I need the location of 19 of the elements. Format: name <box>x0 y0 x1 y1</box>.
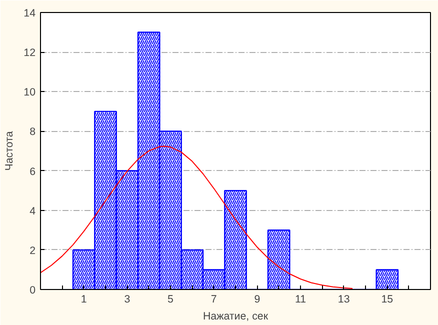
y-tick-label: 14 <box>24 8 36 20</box>
y-tick-label: 12 <box>24 47 36 60</box>
y-tick-label: 10 <box>24 86 36 99</box>
x-axis-title: Нажатие, сек <box>202 310 268 322</box>
y-tick-label: 6 <box>30 166 36 178</box>
x-tick-label: 1 <box>80 294 87 306</box>
y-tick-label: 4 <box>30 205 36 218</box>
x-tick-label: 3 <box>124 294 130 306</box>
x-tick-label: 5 <box>168 294 174 306</box>
x-tick-label: 7 <box>210 294 217 306</box>
x-tick-label: 11 <box>294 294 306 306</box>
y-tick-label: 0 <box>30 284 36 296</box>
line-series <box>40 146 353 290</box>
y-axis-title: Частота <box>4 131 16 171</box>
x-tick-label: 13 <box>338 294 350 306</box>
x-tick-label: 15 <box>381 294 394 306</box>
y-tick-label: 2 <box>30 244 36 257</box>
x-tick-label: 9 <box>254 294 260 306</box>
y-tick-label: 8 <box>30 126 36 138</box>
